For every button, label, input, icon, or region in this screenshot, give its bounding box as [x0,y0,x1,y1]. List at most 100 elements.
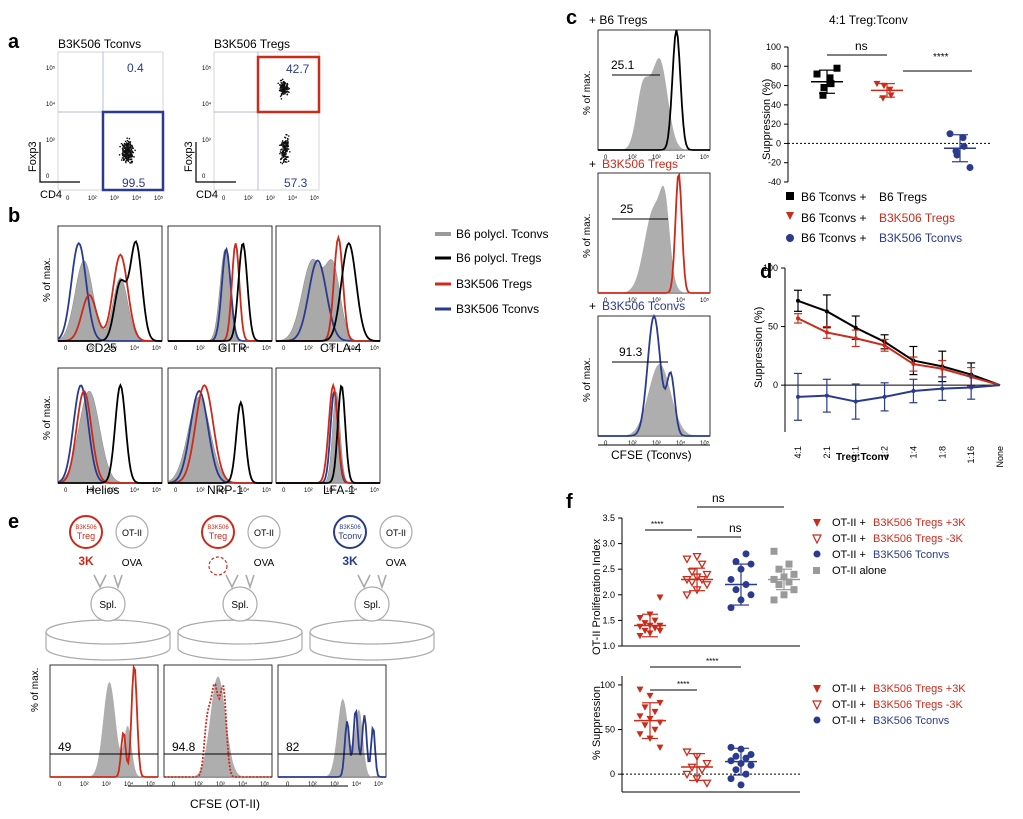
a-plot2-dot [283,84,286,86]
a-plot2-dot [282,156,285,159]
a-plot1-dot [120,142,123,145]
f-top-point [697,560,707,569]
b-hist-xtick: 10⁴ [348,487,358,494]
d-xtick-label: 1:8 [937,446,947,459]
a-plot2-dot [289,151,291,153]
e-receptor [357,574,371,589]
a-plot2-dot [284,82,286,84]
a-plot1-dot [129,158,132,161]
d-series-point [940,386,945,391]
c-hist-xtick: 10⁴ [676,440,686,447]
a-plot2-dot [282,86,284,88]
a-plot2-dot [285,84,288,87]
f-top-point [656,627,664,635]
a-plot2-xtick: 10⁴ [288,195,298,202]
c-scatter-ytick-label: 40 [771,100,781,110]
a-plot1-ylabel: Foxp3 [27,141,39,172]
c-hist-xtick: 10⁴ [676,297,686,304]
a-plot1-dot [130,160,133,163]
e-hist-xtick: 10³ [216,782,225,788]
a-plot2-dot [285,153,287,156]
f-top-point [682,555,692,564]
c-legend-marker-3 [786,234,794,242]
f-legend-top-4-label: OT-II alone [832,565,886,577]
a-plot1-dot [126,139,129,142]
f-top-ytick-label: 1.5 [602,615,615,625]
d-series-point [882,343,887,348]
c-hist-xtick: 10⁵ [700,440,710,447]
a-plot2-dot [286,148,288,151]
b-marker-cd25: CD25 [86,341,117,355]
b-hist-xtick: 10⁵ [262,487,272,494]
f-top-ylabel: OT-II Proliferation Index [591,538,603,655]
a-plot1-dot [134,149,136,152]
e-otii-label: OT-II [254,528,274,538]
d-ytick-label: 100 [763,263,778,273]
c-scatter-point [966,164,974,172]
a-plot1-dot [121,152,124,155]
b-hist-black-line [276,384,380,484]
a-plot2-dot [279,152,281,155]
c-legend-2-prefix: B6 Tconvs + [801,211,866,225]
e-hist-line [164,683,272,778]
f-bottom-point [702,759,712,769]
b-hist-xtick: 10³ [326,488,335,494]
e-dish-top [309,619,435,645]
a-plot1-dot [129,149,131,151]
a-plot2-dot [287,144,289,146]
e-otii-label: OT-II [386,528,406,538]
f-legend-top-marker-4 [813,567,820,574]
d-series-point [853,325,858,330]
a-plot2-title: B3K506 Tregs [214,37,290,51]
e-dish-side [309,632,435,661]
a-plot1-dot [130,162,132,164]
c-hist-xtick: 10² [628,155,637,161]
e-hist-value: 94.8 [172,740,196,754]
c-legend-1-label: B6 Tregs [879,190,927,204]
a-plot1-dot [118,154,121,156]
f-legend-top-marker-3 [813,550,821,558]
f-legend-bottom-marker-2 [812,700,822,711]
a-plot1-dot [126,143,129,145]
a-plot2-xtick: 0 [222,196,226,202]
f-bottom-ylabel: % Suppression [591,686,603,760]
f-legend-top-3-prefix: OT-II + [832,549,866,561]
f-top-point [702,581,712,590]
a-plot2-dot [280,151,283,154]
a-plot2-dot [286,83,289,86]
a-plot2-dot [285,161,288,163]
b-hist-xtick: 10³ [108,488,117,494]
e-hist-xtick: 10⁴ [124,781,134,788]
f-top-point [780,591,788,599]
c-scatter-point [826,74,834,82]
a-plot2-dot [281,82,283,84]
d-xtick-label: 1:16 [966,446,976,464]
e-tcell [69,515,103,549]
b-hist-xtick: 10⁵ [370,345,380,352]
c-legend-marker-1 [786,192,794,200]
a-plot2-ytick: 0 [202,174,206,180]
c-scatter-ylabel: Suppression (%) [761,79,773,160]
b-hist-xtick: 10² [86,346,95,352]
d-xtick-label: 2:1 [822,446,832,459]
a-plot1-dot [123,150,125,153]
d-xtick-label: 1:2 [880,446,890,459]
b-hist-xtick: 10² [196,488,205,494]
b-hist-xtick: 10² [86,488,95,494]
a-plot2-dot [280,88,283,90]
e-dish-side [45,632,171,661]
c-hist3-value: 91.3 [619,345,643,359]
a-plot2-dot [284,141,287,144]
a-plot2-dot [285,156,287,158]
b-hist-gray-fill [168,248,272,342]
a-plot2-dot [283,154,286,156]
a-plot1-dot [125,159,128,161]
c-hist-xtick: 10⁵ [700,297,710,304]
a-plot1-xtick: 10³ [110,196,119,202]
f-top-point [641,620,649,627]
a-plot2-dot [283,149,286,151]
c-scatter-ytick-label: -20 [768,158,781,168]
f-top-point [702,570,712,580]
e-hist-xtick: 0 [172,782,176,788]
a-plot2-dot [280,94,283,96]
